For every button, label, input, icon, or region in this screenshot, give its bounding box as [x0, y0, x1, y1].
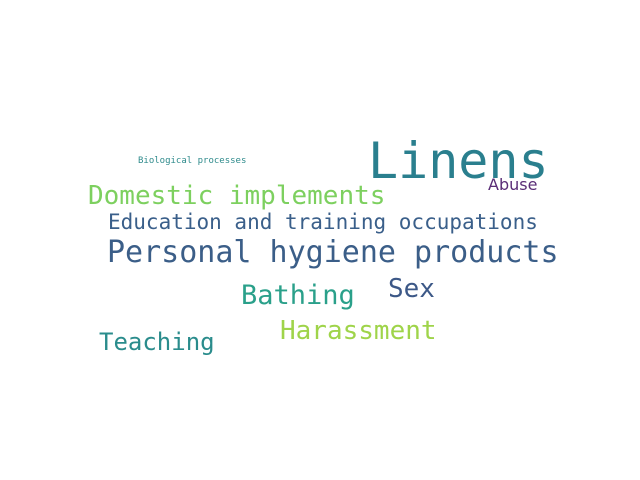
word-harassment: Harassment [280, 316, 437, 346]
word-education-and-training-occupations: Education and training occupations [108, 210, 538, 234]
word-domestic-implements: Domestic implements [88, 181, 386, 211]
word-teaching: Teaching [99, 328, 215, 356]
word-abuse: Abuse [488, 175, 538, 194]
word-personal-hygiene-products: Personal hygiene products [107, 235, 559, 270]
word-linens: Linens [368, 132, 549, 190]
word-sex: Sex [388, 274, 435, 304]
word-biological-processes: Biological processes [138, 156, 247, 166]
word-bathing: Bathing [241, 280, 355, 311]
